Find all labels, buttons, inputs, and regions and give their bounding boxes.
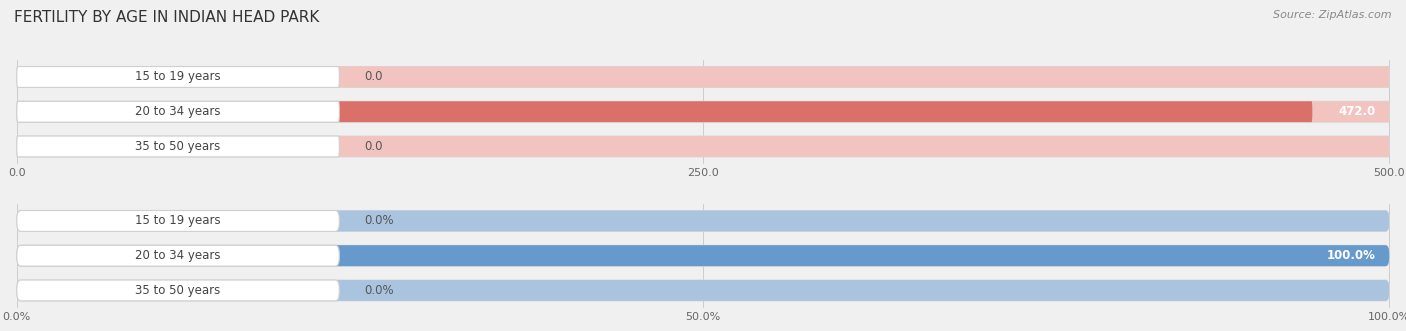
- FancyBboxPatch shape: [17, 136, 1389, 157]
- Text: 472.0: 472.0: [1339, 105, 1375, 118]
- FancyBboxPatch shape: [17, 280, 339, 301]
- FancyBboxPatch shape: [17, 67, 1389, 87]
- FancyBboxPatch shape: [17, 136, 1389, 157]
- Text: 0.0%: 0.0%: [364, 284, 394, 297]
- Text: 20 to 34 years: 20 to 34 years: [135, 249, 221, 262]
- FancyBboxPatch shape: [17, 101, 1389, 122]
- FancyBboxPatch shape: [17, 245, 1389, 266]
- FancyBboxPatch shape: [17, 136, 339, 157]
- Text: 35 to 50 years: 35 to 50 years: [135, 140, 221, 153]
- Text: 15 to 19 years: 15 to 19 years: [135, 214, 221, 227]
- FancyBboxPatch shape: [17, 245, 1389, 266]
- Text: 0.0: 0.0: [364, 140, 382, 153]
- FancyBboxPatch shape: [17, 101, 1312, 122]
- Text: 35 to 50 years: 35 to 50 years: [135, 284, 221, 297]
- FancyBboxPatch shape: [17, 211, 339, 231]
- FancyBboxPatch shape: [17, 67, 339, 87]
- Text: Source: ZipAtlas.com: Source: ZipAtlas.com: [1274, 10, 1392, 20]
- FancyBboxPatch shape: [17, 280, 1389, 301]
- Text: 15 to 19 years: 15 to 19 years: [135, 71, 221, 83]
- FancyBboxPatch shape: [17, 211, 1389, 231]
- FancyBboxPatch shape: [17, 211, 1389, 231]
- Text: 0.0%: 0.0%: [364, 214, 394, 227]
- FancyBboxPatch shape: [17, 245, 1389, 266]
- FancyBboxPatch shape: [17, 245, 339, 266]
- Text: 0.0: 0.0: [364, 71, 382, 83]
- Text: FERTILITY BY AGE IN INDIAN HEAD PARK: FERTILITY BY AGE IN INDIAN HEAD PARK: [14, 10, 319, 25]
- FancyBboxPatch shape: [17, 101, 339, 122]
- FancyBboxPatch shape: [17, 101, 1389, 122]
- Text: 20 to 34 years: 20 to 34 years: [135, 105, 221, 118]
- FancyBboxPatch shape: [17, 67, 1389, 87]
- FancyBboxPatch shape: [17, 280, 1389, 301]
- Text: 100.0%: 100.0%: [1327, 249, 1375, 262]
